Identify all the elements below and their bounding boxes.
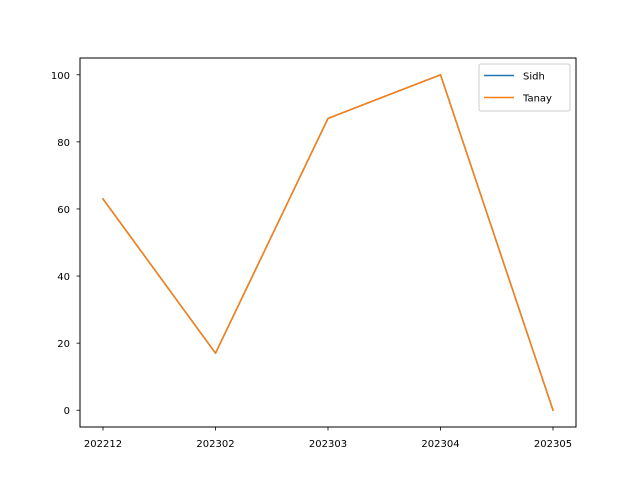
x-tick-label: 202305 [534,439,572,450]
x-axis-ticks: 202212 202302 202303 202304 202305 [84,427,572,450]
x-tick-label: 202304 [421,439,459,450]
y-tick-label: 40 [57,272,70,283]
x-tick-label: 202212 [84,439,122,450]
y-tick-label: 60 [57,205,70,216]
series-lines [101,74,554,412]
x-tick-label: 202303 [309,439,347,450]
legend-label-sidh: Sidh [523,72,545,83]
y-tick-label: 80 [57,138,70,149]
y-tick-label: 100 [51,71,70,82]
plot-area-frame [79,57,577,428]
y-tick-label: 0 [64,406,70,417]
legend-label-tanay: Tanay [522,94,552,105]
y-axis-ticks: 0 20 40 60 80 100 [51,71,80,417]
legend: Sidh Tanay [478,63,571,112]
x-tick-label: 202302 [196,439,234,450]
series-line-tanay [101,74,554,412]
y-tick-label: 20 [57,339,70,350]
